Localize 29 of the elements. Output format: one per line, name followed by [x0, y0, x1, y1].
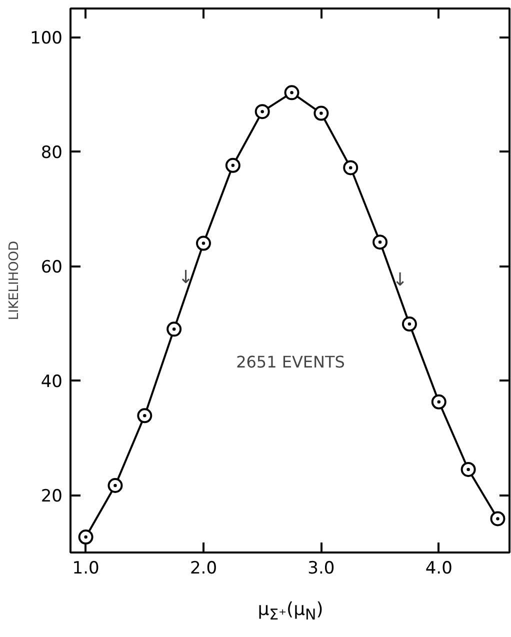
annotation: ↓	[392, 270, 408, 291]
point	[196, 236, 211, 251]
point	[284, 85, 300, 100]
y-tick-label: 100	[30, 28, 63, 49]
annotation: 2651 EVENTS	[236, 352, 345, 372]
x-tick-label: 1.0	[72, 558, 100, 578]
point	[431, 394, 446, 410]
point	[343, 160, 358, 176]
x-tick-label: 4.0	[425, 558, 452, 578]
point	[402, 316, 417, 332]
point	[314, 106, 329, 121]
y-tick-label: 20	[40, 486, 63, 507]
y-tick-label: 80	[40, 143, 63, 164]
point	[137, 408, 152, 424]
x-tick-label: 2.0	[190, 558, 218, 578]
point	[254, 104, 270, 120]
x-axis-title: μ$_{Σ⁺}$(μ$_{N}$)	[258, 598, 324, 626]
point	[372, 234, 388, 250]
point	[490, 511, 506, 526]
annotation: ↓	[178, 266, 194, 288]
x-tick-label: 3.0	[308, 558, 335, 578]
point	[225, 158, 240, 173]
point	[460, 462, 476, 477]
point	[108, 478, 123, 493]
point	[78, 530, 94, 545]
y-tick-label: 40	[40, 372, 63, 392]
y-tick-label: 60	[40, 258, 63, 278]
y-axis-title: LIKELIHOOD	[7, 240, 22, 320]
point	[166, 322, 182, 337]
